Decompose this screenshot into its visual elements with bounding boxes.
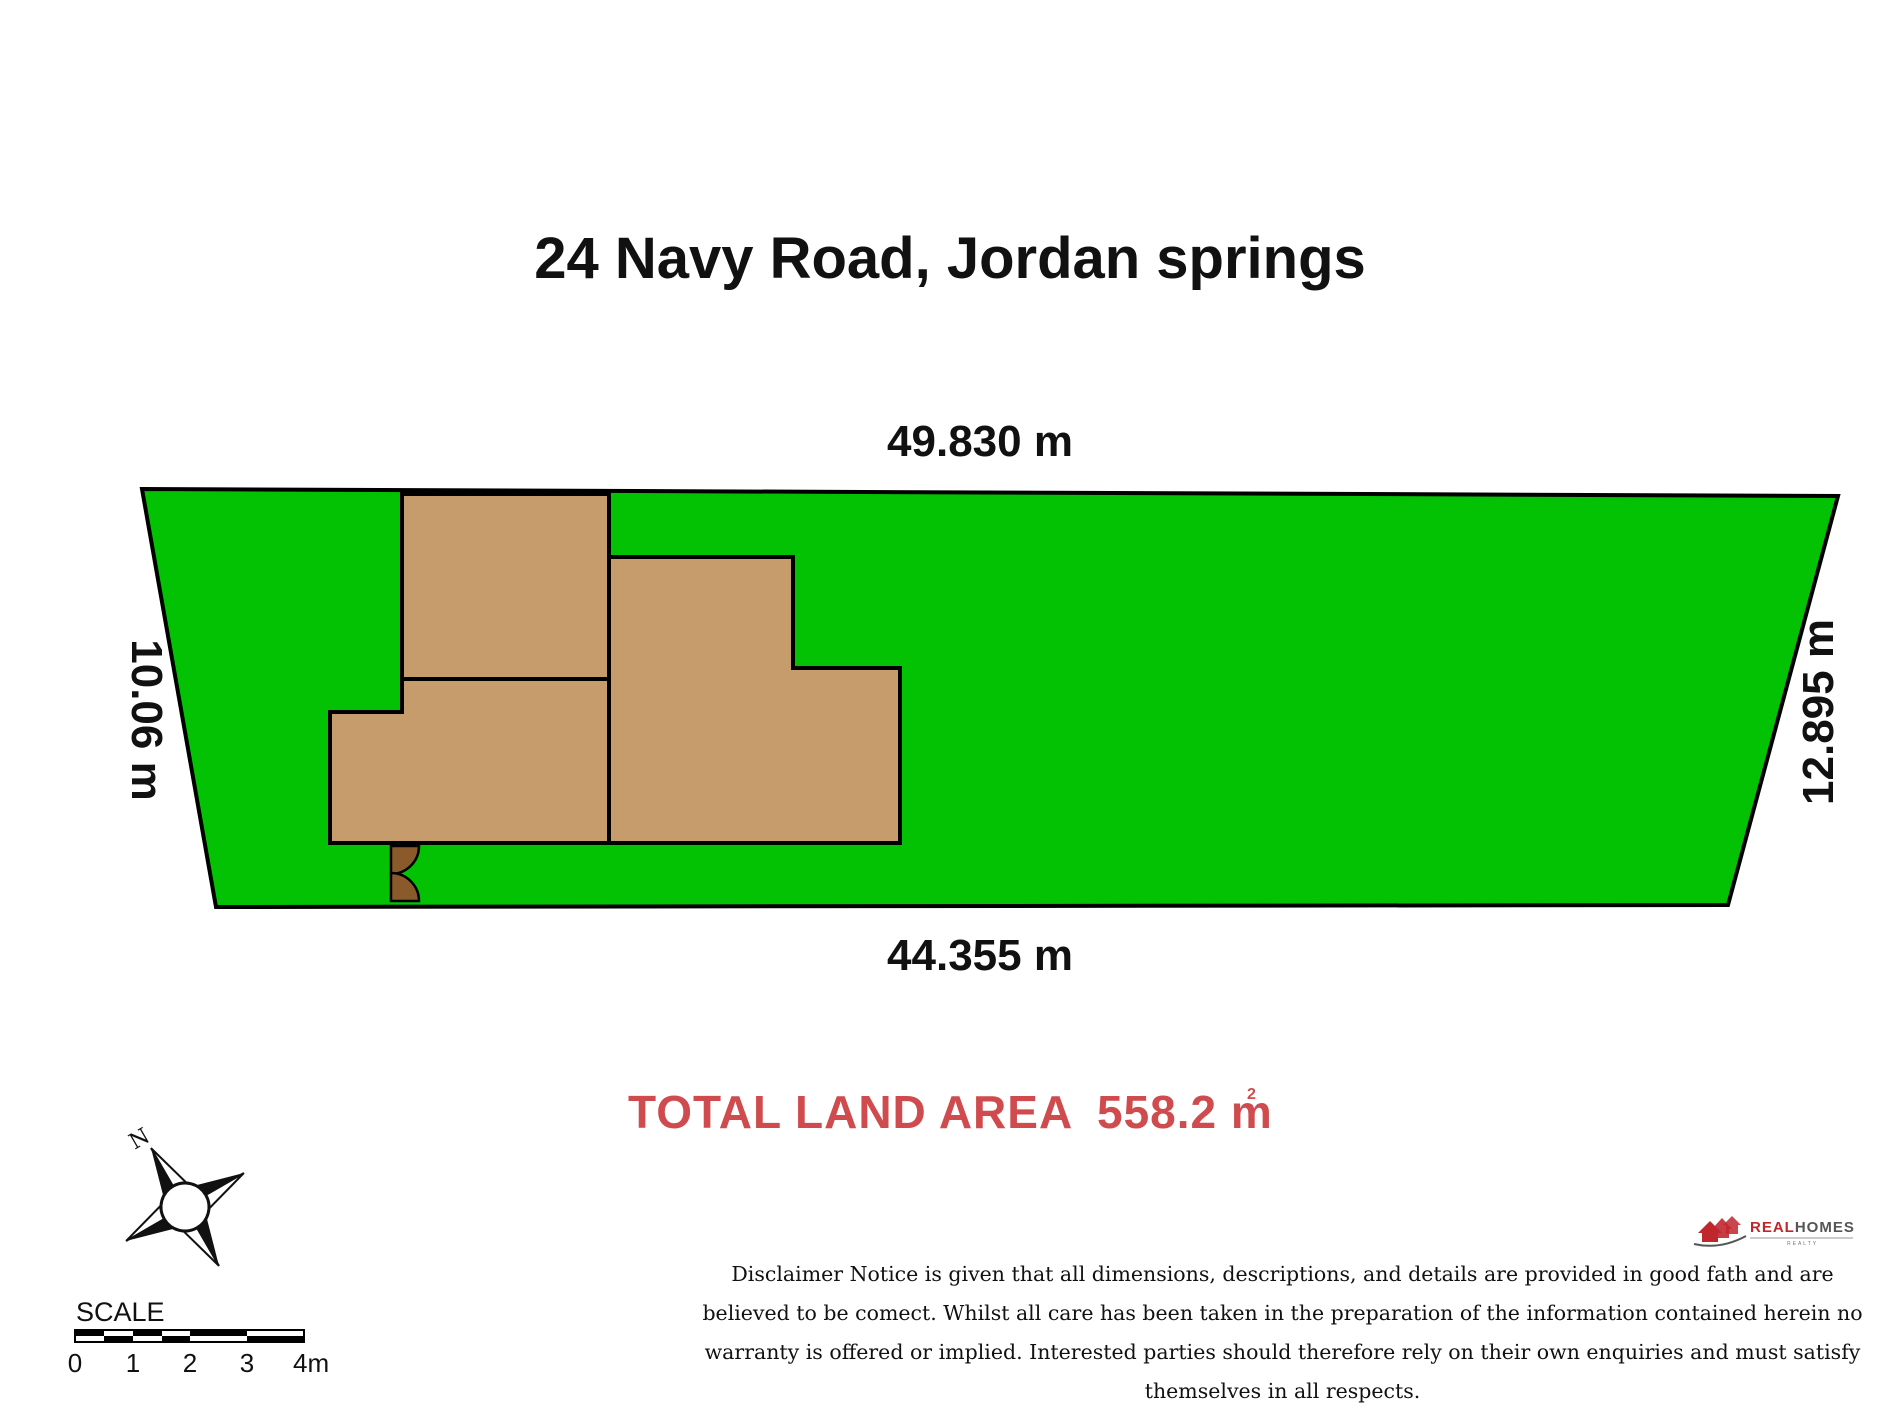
total-land-area-value: 558.2 m bbox=[1097, 1086, 1273, 1138]
total-land-area-label: TOTAL LAND AREA bbox=[628, 1086, 1073, 1138]
scale-tick-label: 0 bbox=[68, 1348, 82, 1378]
scale-label: SCALE bbox=[76, 1297, 165, 1327]
total-land-area-superscript: 2 bbox=[1247, 1086, 1256, 1103]
brand-logo: REALHOMES REALTY bbox=[1693, 1216, 1855, 1247]
scale-tick-label: 2 bbox=[183, 1348, 197, 1378]
brand-name-part2: HOMES bbox=[1795, 1219, 1855, 1236]
compass-north-label: N bbox=[125, 1124, 154, 1155]
door-swing-symbol bbox=[389, 844, 421, 903]
svg-text:REALHOMES: REALHOMES bbox=[1750, 1219, 1855, 1236]
north-arrow-icon bbox=[125, 1147, 245, 1267]
scale-tick-label: 4m bbox=[293, 1348, 329, 1378]
dimension-left-label: 10.06 m bbox=[122, 639, 171, 800]
scale-segment-dark bbox=[104, 1336, 133, 1342]
scale-segment-dark bbox=[162, 1336, 190, 1342]
dimension-top-label: 49.830 m bbox=[887, 417, 1073, 466]
scale-segment-dark bbox=[190, 1330, 247, 1336]
dimension-right-label: 12.895 m bbox=[1794, 619, 1843, 805]
building-block-upper-left bbox=[400, 492, 611, 681]
scale-segment-dark bbox=[133, 1330, 162, 1336]
brand-name-part1: REAL bbox=[1750, 1219, 1795, 1236]
total-land-area: TOTAL LAND AREA 558.2 m 2 bbox=[628, 1086, 1273, 1138]
page-title: 24 Navy Road, Jordan springs bbox=[534, 226, 1366, 291]
scale-tick-label: 1 bbox=[126, 1348, 140, 1378]
brand-tagline: REALTY bbox=[1787, 1241, 1818, 1247]
houses-icon bbox=[1693, 1216, 1747, 1247]
scale-segment-dark bbox=[75, 1330, 104, 1336]
disclaimer-text: Disclaimer Notice is given that all dime… bbox=[702, 1262, 1863, 1403]
scale-segment-dark bbox=[247, 1336, 304, 1342]
building-block-right bbox=[607, 555, 902, 845]
dwelling-footprint bbox=[328, 492, 902, 845]
scale-bar: SCALE 0 1 2 3 4m bbox=[68, 1297, 329, 1378]
scale-tick-label: 3 bbox=[240, 1348, 254, 1378]
dimension-bottom-label: 44.355 m bbox=[887, 931, 1073, 980]
